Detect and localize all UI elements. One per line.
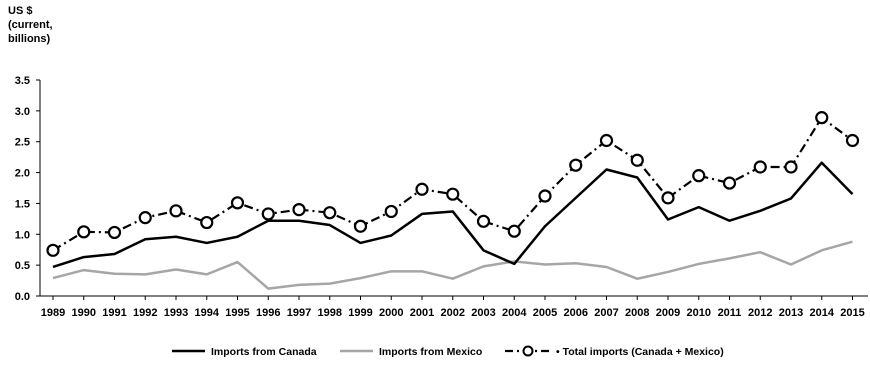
x-tick-label: 2011 bbox=[718, 307, 742, 319]
x-tick-label: 1990 bbox=[72, 307, 96, 319]
series-point-total-imports bbox=[230, 196, 245, 210]
x-tick-label: 1995 bbox=[225, 307, 249, 319]
x-tick-label: 2005 bbox=[533, 307, 557, 319]
x-tick-label: 1991 bbox=[102, 307, 126, 319]
x-tick-label: 2009 bbox=[656, 307, 680, 319]
y-axis-title: US $ (current, billions) bbox=[8, 5, 53, 45]
series-point-total-imports bbox=[415, 182, 429, 196]
series-point-total-imports bbox=[599, 133, 614, 148]
x-tick-label: 2012 bbox=[748, 307, 772, 319]
series-line-imports-from-canada bbox=[52, 161, 854, 269]
series-point-total-imports bbox=[292, 203, 306, 217]
x-tick-label: 2007 bbox=[594, 307, 618, 319]
legend-label-imports-from-canada: Imports from Canada bbox=[211, 346, 317, 358]
x-tick-label: 2014 bbox=[810, 307, 835, 319]
x-tick-label: 2001 bbox=[410, 307, 434, 319]
series-line-imports-from-mexico bbox=[52, 240, 853, 290]
x-tick-label: 2013 bbox=[779, 307, 803, 319]
y-axis-title-line: US $ bbox=[8, 5, 32, 17]
x-tick-label: 2000 bbox=[379, 307, 403, 319]
series-point-total-imports bbox=[261, 207, 275, 221]
series-point-total-imports bbox=[446, 187, 460, 201]
axes: 0.0 0.5 1.0 1.5 2.0 2.5 3.0 3.5 1989 1990 1991 1992… bbox=[15, 75, 868, 319]
x-tick-label: 2010 bbox=[687, 307, 711, 319]
x-tick-label: 2004 bbox=[502, 307, 527, 319]
x-tick-label: 2002 bbox=[441, 307, 465, 319]
x-tick-label: 1993 bbox=[164, 307, 188, 319]
legend-marker-total-imports bbox=[522, 345, 534, 357]
x-tick-label: 2003 bbox=[471, 307, 495, 319]
series-point-total-imports bbox=[538, 189, 552, 203]
series-point-total-imports bbox=[692, 169, 706, 183]
x-tick-label: 2015 bbox=[840, 307, 864, 319]
y-tick-label: 1.5 bbox=[15, 198, 30, 210]
x-tick-label: 1998 bbox=[318, 307, 342, 319]
x-tick-label: 1999 bbox=[348, 307, 372, 319]
y-tick-label: 2.0 bbox=[15, 168, 30, 180]
y-tick-label: 3.5 bbox=[15, 75, 30, 87]
legend: Imports from Canada Imports from Mexico • … bbox=[172, 345, 724, 358]
x-tick-label: 2008 bbox=[625, 307, 649, 319]
plot-area bbox=[46, 111, 860, 290]
series-point-total-imports bbox=[476, 214, 491, 228]
series-point-total-imports bbox=[630, 153, 644, 167]
y-tick-label: 0.5 bbox=[15, 260, 30, 272]
series-point-total-imports bbox=[507, 224, 521, 238]
series-point-total-imports bbox=[200, 215, 214, 230]
series-point-total-imports bbox=[569, 158, 583, 172]
x-tick-label: 1996 bbox=[256, 307, 280, 319]
series-point-total-imports bbox=[323, 206, 337, 220]
series-point-total-imports bbox=[107, 225, 122, 240]
y-tick-label: 0.0 bbox=[15, 291, 30, 303]
legend-label-imports-from-mexico: Imports from Mexico bbox=[379, 346, 482, 358]
series-point-total-imports bbox=[815, 111, 829, 125]
series-point-total-imports bbox=[784, 160, 798, 174]
series-point-total-imports bbox=[169, 204, 183, 218]
series-line-total-imports bbox=[52, 116, 854, 252]
x-tick-label: 1989 bbox=[41, 307, 65, 319]
series-point-total-imports bbox=[77, 225, 91, 239]
y-tick-label: 2.5 bbox=[15, 137, 30, 149]
series-point-total-imports bbox=[722, 176, 737, 190]
y-axis-title-line: (current, bbox=[8, 19, 53, 31]
series-point-total-imports bbox=[661, 191, 675, 205]
x-tick-label: 2006 bbox=[564, 307, 588, 319]
x-tick-label: 1997 bbox=[287, 307, 311, 319]
series-point-total-imports bbox=[384, 204, 398, 219]
x-tick-label: 1994 bbox=[195, 307, 220, 319]
y-tick-label: 1.0 bbox=[15, 229, 30, 241]
x-tick-label: 1992 bbox=[133, 307, 157, 319]
legend-label-total-imports: • Total imports (Canada + Mexico) bbox=[556, 346, 724, 358]
series-point-total-imports bbox=[753, 160, 767, 174]
series-point-total-imports bbox=[845, 133, 860, 148]
series-point-total-imports bbox=[138, 211, 152, 225]
series-point-total-imports bbox=[46, 243, 60, 257]
series-point-total-imports bbox=[353, 219, 368, 233]
y-tick-label: 3.0 bbox=[15, 106, 30, 118]
y-axis-title-line: billions) bbox=[8, 33, 51, 45]
